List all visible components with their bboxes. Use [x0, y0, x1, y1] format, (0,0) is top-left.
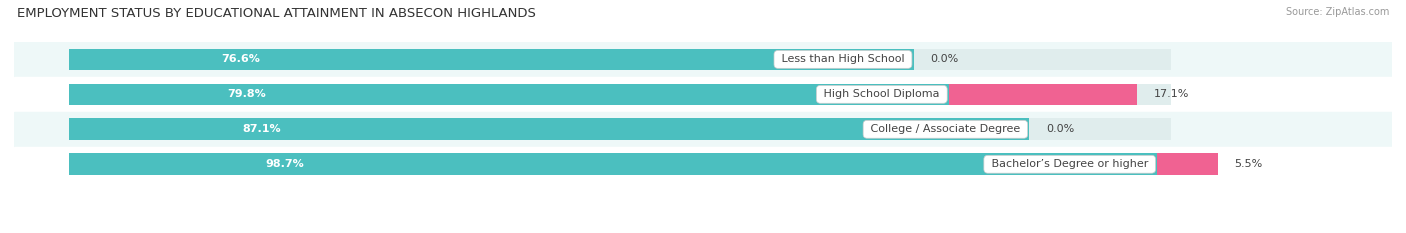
Text: Less than High School: Less than High School	[778, 55, 908, 64]
Text: 76.6%: 76.6%	[221, 55, 260, 64]
Bar	[14, 147, 1392, 182]
Bar	[14, 77, 1392, 112]
Text: Source: ZipAtlas.com: Source: ZipAtlas.com	[1285, 7, 1389, 17]
Text: 0.0%: 0.0%	[1046, 124, 1074, 134]
Text: 17.1%: 17.1%	[1154, 89, 1189, 99]
Bar	[69, 84, 1171, 105]
Bar	[14, 42, 1392, 77]
Bar	[14, 112, 1392, 147]
Text: 98.7%: 98.7%	[264, 159, 304, 169]
Text: EMPLOYMENT STATUS BY EDUCATIONAL ATTAINMENT IN ABSECON HIGHLANDS: EMPLOYMENT STATUS BY EDUCATIONAL ATTAINM…	[17, 7, 536, 20]
Text: 87.1%: 87.1%	[242, 124, 281, 134]
Bar	[69, 118, 1029, 140]
Bar	[949, 84, 1137, 105]
Text: Bachelor’s Degree or higher: Bachelor’s Degree or higher	[988, 159, 1152, 169]
Bar	[69, 118, 1171, 140]
Bar	[69, 49, 1171, 70]
Text: 79.8%: 79.8%	[228, 89, 266, 99]
Bar	[69, 154, 1157, 175]
Text: 5.5%: 5.5%	[1234, 159, 1263, 169]
Bar	[69, 49, 914, 70]
Bar	[69, 154, 1171, 175]
Bar	[1157, 154, 1218, 175]
Text: College / Associate Degree: College / Associate Degree	[868, 124, 1024, 134]
Bar	[69, 84, 949, 105]
Text: 0.0%: 0.0%	[931, 55, 959, 64]
Text: High School Diploma: High School Diploma	[820, 89, 943, 99]
